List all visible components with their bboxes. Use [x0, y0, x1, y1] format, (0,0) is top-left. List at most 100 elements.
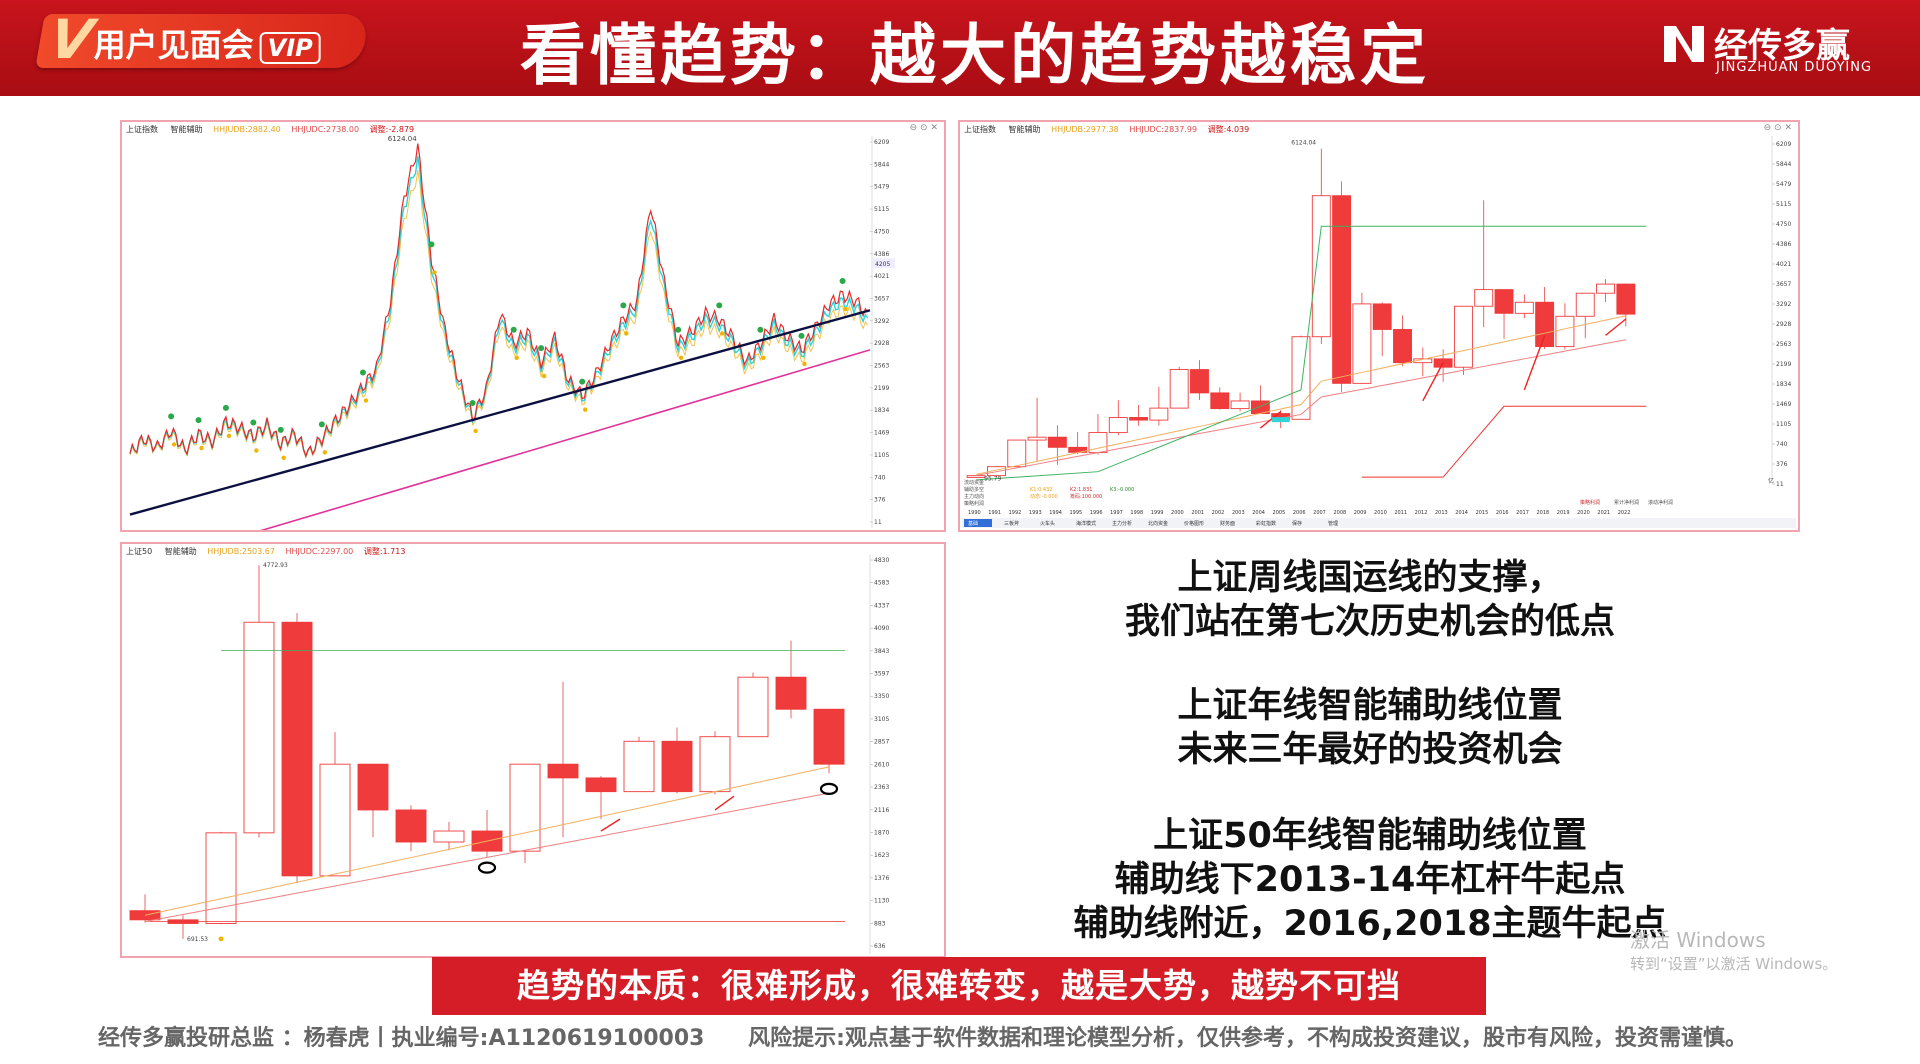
signal-marker-yellow: [432, 270, 437, 275]
x-tick-label: 1998: [1130, 510, 1143, 516]
signal-marker-green: [716, 302, 723, 309]
signal-marker-yellow: [254, 448, 259, 453]
year-candle-body: [1514, 301, 1534, 314]
y-tick-label: 11: [874, 519, 882, 526]
sz50-candle-body: [509, 763, 541, 852]
year-candle-body: [1027, 436, 1047, 441]
note-line: 辅助线附近，2016,2018主题牛起点: [1073, 904, 1667, 944]
page-title: 看懂趋势：越大的趋势越稳定: [520, 17, 1430, 94]
y-tick-label: 2563: [874, 363, 889, 370]
weekly-chart-panel[interactable]: 上证指数 智能辅助 HHJUDB:2882.40 HHJUDC:2738.00 …: [120, 120, 946, 532]
bottom-tab: 北向资金: [1148, 520, 1168, 527]
x-tick-label: 2006: [1293, 510, 1306, 516]
signal-marker-green: [579, 378, 586, 385]
bottom-tab: 海洋模式: [1076, 520, 1096, 527]
vip-tag: VIP: [259, 32, 321, 64]
y-tick-label: 4750: [874, 228, 889, 235]
badge-label: 用户见面会: [93, 26, 254, 64]
year-candle-body: [1007, 439, 1027, 468]
y-tick-label: 6209: [874, 139, 889, 146]
bottom-tab: 彩虹指数: [1256, 520, 1276, 527]
panel-title: 上证指数 智能辅助 HHJUDB:2882.40 HHJUDC:2738.00 …: [126, 125, 415, 134]
note-line: 上证周线国运线的支撑，: [1177, 558, 1563, 598]
sub-tab: 策略利润: [1580, 499, 1600, 506]
y-tick-label: 4583: [874, 580, 889, 587]
note-yearly: 上证年线智能辅助线位置 未来三年最好的投资机会: [1060, 684, 1680, 772]
y-tick-label: 636: [874, 943, 886, 950]
y-tick-label: 4386: [874, 251, 889, 258]
x-tick-label: 2014: [1455, 510, 1468, 516]
x-tick-label: 2012: [1415, 510, 1428, 516]
weekly-chart-svg: 6209 5844 5479 5115 4750 4386 4021 3657 3292 2928…: [129, 135, 895, 530]
x-tick-label: 2021: [1597, 510, 1610, 516]
panel-controls[interactable]: ⊖ ⊙ ✕: [909, 123, 938, 133]
signal-marker-yellow: [624, 331, 629, 336]
y-tick-label: 5479: [1776, 181, 1791, 188]
unit-label: 亿: [1768, 477, 1774, 485]
vip-badge: V 用户见面会 VIP: [35, 8, 370, 71]
sz50-candle-body: [813, 708, 845, 765]
year-candle-body: [1129, 417, 1149, 421]
y-tick-label: 2116: [874, 807, 889, 814]
y-tick-label: 4830: [874, 557, 889, 564]
brand-logo: 经传多赢 JINGZHUAN DUOYING: [1662, 14, 1898, 78]
signal-marker-yellow: [583, 407, 588, 412]
windows-activation-watermark: 激活 Windows 转到“设置”以激活 Windows。: [1630, 928, 1838, 973]
y-tick-label: 6209: [1776, 141, 1791, 148]
x-tick-label: 2003: [1232, 510, 1245, 516]
x-tick-label: 2022: [1618, 510, 1631, 516]
year-candle-body: [1230, 400, 1250, 410]
bottom-tab: 保存: [1292, 520, 1302, 527]
step-line-red: [1361, 405, 1647, 478]
x-tick-label: 1995: [1070, 510, 1083, 516]
sz50-candle-body: [281, 621, 313, 877]
y-tick-label: 5844: [874, 161, 889, 168]
y-tick-label: 3105: [874, 716, 889, 723]
y-tick-label: 3350: [874, 693, 889, 700]
x-tick-label: 2018: [1536, 510, 1549, 516]
y-tick-label: 1623: [874, 852, 889, 859]
note-line: 上证年线智能辅助线位置: [1177, 686, 1563, 726]
sub-tab: 累计净利润: [1614, 499, 1639, 506]
y-tick-label: 2610: [874, 761, 889, 768]
sub-value: 筹码:100.000: [1070, 493, 1102, 500]
y-tick-label: 2928: [1776, 321, 1791, 328]
year-candle-body: [1210, 392, 1230, 410]
sz50-chart-panel[interactable]: 上证50 智能辅助 HHJUDB:2503.67 HHJUDC:2297.00 …: [120, 542, 946, 958]
x-tick-label: 2017: [1516, 510, 1529, 516]
year-candle-body: [1372, 303, 1392, 330]
ma-line-yellow: [129, 170, 869, 460]
bottom-tab: 管理: [1328, 520, 1338, 527]
note-sz50: 上证50年线智能辅助线位置 辅助线下2013-14年杠杆牛起点 辅助线附近，20…: [1040, 814, 1700, 946]
y-tick-label: 3657: [874, 295, 889, 302]
y-tick-label: 2563: [1776, 341, 1791, 348]
ma-line-orange: [144, 766, 830, 916]
brand-name: 经传多赢: [1714, 26, 1850, 66]
sub-row-label: 流动资金: [964, 479, 984, 486]
yearly-chart-panel[interactable]: 上证指数 智能辅助 HHJUDB:2977.38 HHJUDC:2837.99 …: [958, 120, 1800, 532]
y-tick-label: 883: [874, 920, 886, 927]
bottom-tab-bar: [962, 518, 1796, 528]
y-tick-label: 3597: [874, 671, 889, 678]
signal-marker-green: [620, 302, 627, 309]
price-tag: 4205: [875, 261, 890, 268]
ma-line-orange: [976, 315, 1626, 475]
y-tick-label: 1376: [874, 875, 889, 882]
y-tick-label: 1130: [874, 898, 889, 905]
panel-controls[interactable]: ⊖ ⊙ ✕: [1763, 123, 1792, 133]
x-tick-label: 1992: [1009, 510, 1022, 516]
x-tick-label: 2004: [1252, 510, 1265, 516]
year-candle-body: [1596, 283, 1615, 294]
badge-text: 用户见面会 VIP: [94, 20, 321, 66]
bottom-tab: 火车头: [1040, 520, 1055, 527]
panel-title: 上证指数 智能辅助 HHJUDB:2977.38 HHJUDC:2837.99 …: [964, 125, 1250, 134]
x-tick-label: 2016: [1496, 510, 1509, 516]
note-weekly: 上证周线国运线的支撑， 我们站在第七次历史机会的低点: [1060, 556, 1680, 644]
signal-marker-green: [359, 369, 366, 376]
y-tick-label: 3843: [874, 648, 889, 655]
annotation-arrow: [714, 795, 735, 811]
y-tick-label: 4386: [1776, 241, 1791, 248]
y-tick-label: 4090: [874, 625, 889, 632]
sub-value: 动态:-0.000: [1030, 493, 1058, 500]
annotation-arrow: [1523, 335, 1546, 391]
